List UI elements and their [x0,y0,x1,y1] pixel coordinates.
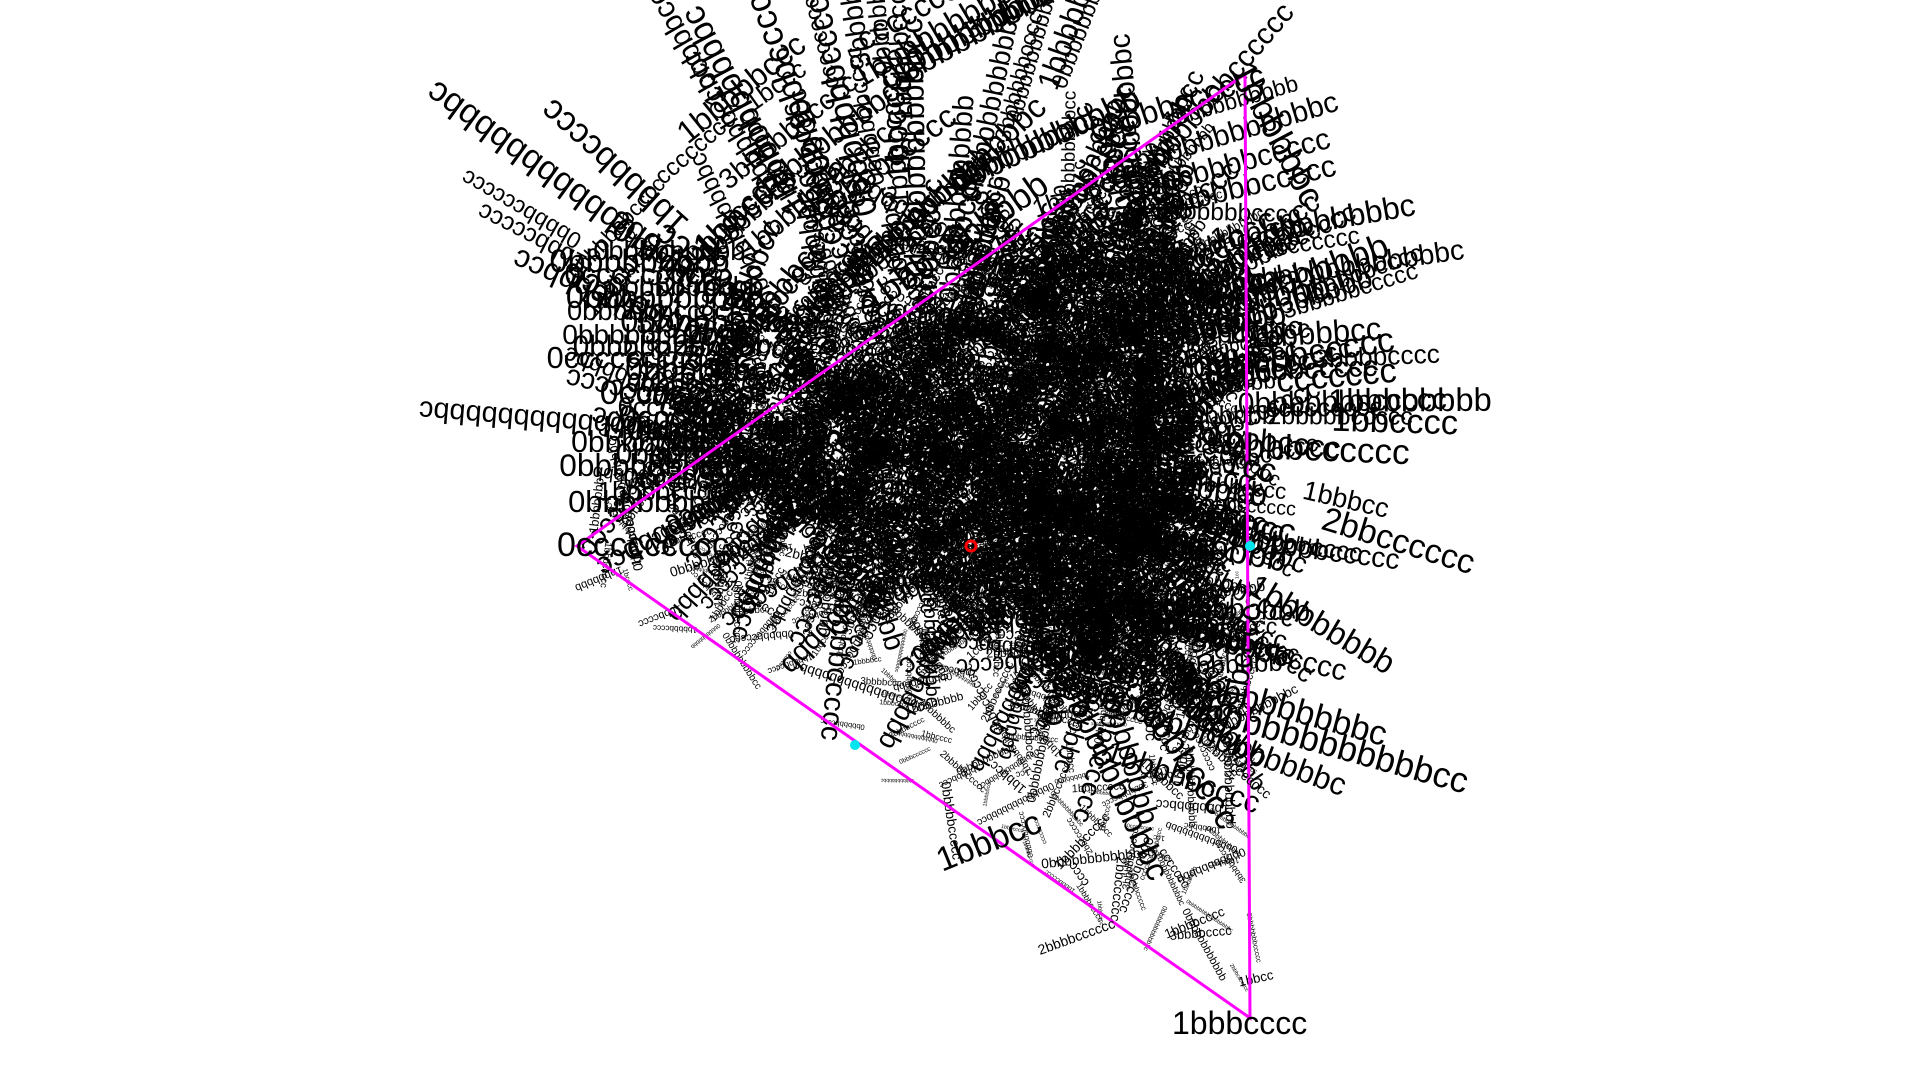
edge-label-lower-2: 2bbbbcccccc [1036,915,1118,958]
node-label: ccccccccc [1265,392,1382,423]
node-label-small: 2bbbccccccc [986,644,1056,660]
node-label: 1bbcc [1154,578,1170,608]
node-label: 0bbbbbccccc [1206,350,1378,390]
node-label: 1bbbbbccc [882,0,919,122]
node-label: 1bbcc [929,309,988,336]
node-label-small: 1bbbbcc [733,604,770,617]
node-label: ccccccc [684,446,738,463]
node-label: ccccccccc [1090,414,1193,443]
node-label-small: 0bbbbbbbccccc [1245,912,1264,964]
node-label: 1bbcc [875,91,918,182]
node-label: 1bbbbccccc [1132,370,1167,521]
node-label: 1bbcccc [1331,401,1459,443]
node-label: 0bbbbbbcccc [1155,197,1300,228]
right-edge-dot-icon [1245,541,1255,551]
node-label: 2bbbbbccccc [1267,402,1412,431]
node-label: 0bbbcccccc [1225,426,1410,472]
node-label-small: 0bbbbbbbccccc [1090,720,1127,726]
node-label: 0bbbbbbbccccc [1237,383,1447,421]
vertex-label-bottom: 1bbbcccc [1172,1005,1307,1041]
node-label: 1bbbbbbbbbb [1118,401,1277,430]
node-label: 1bbbbbbbb [1328,381,1492,419]
node-label: cccccccc [1127,289,1156,385]
node-label: 1bbbbcc [1088,378,1202,414]
node-label: 0bbbbbbbbb [568,484,740,519]
node-label: cccccccc [1054,409,1194,454]
node-label: 3bbbbcccc [1313,339,1440,374]
lower-edge-dot-icon [850,740,860,750]
node-label-small: 1cc [1234,570,1241,579]
node-label: 1bbbcc [1224,313,1312,350]
vertex-label-left: 0ccccccccc [557,526,729,564]
node-label: 1bbcc [1131,614,1157,677]
node-label-small: 1cc [1165,743,1184,757]
node-label: 0bbbbbbbbbbbbcc [893,18,934,278]
